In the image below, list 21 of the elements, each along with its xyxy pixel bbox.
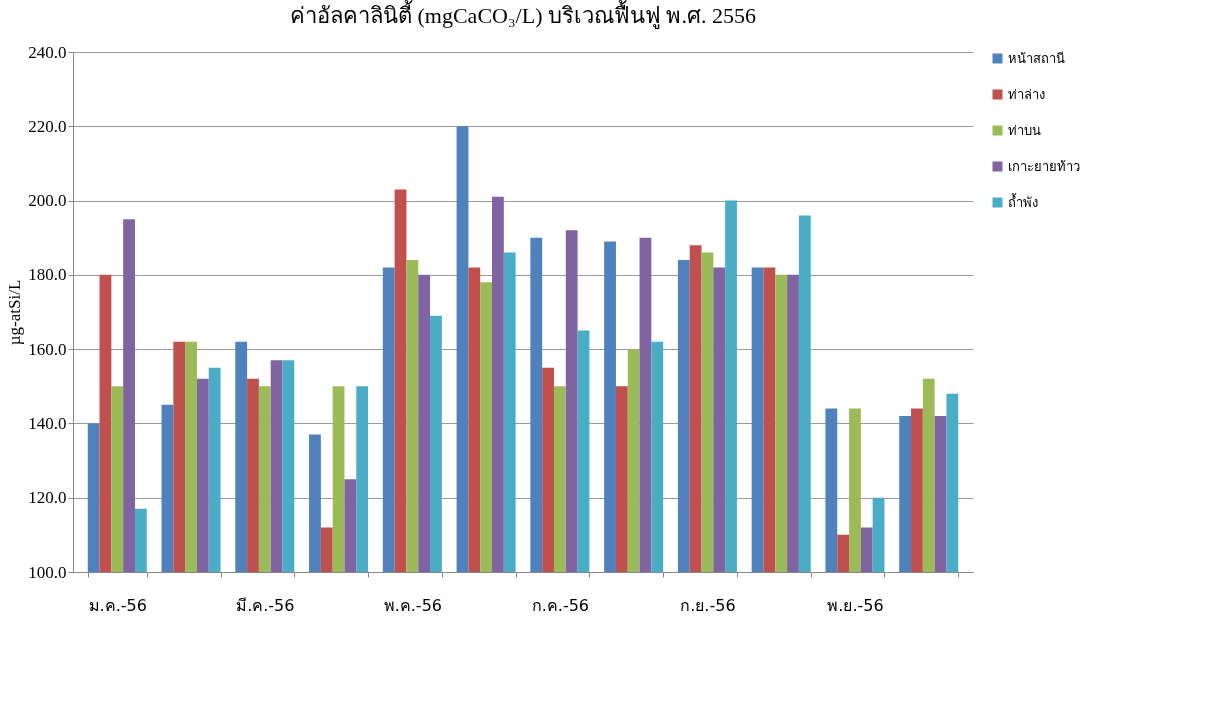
y-tick-label: 180.0 (28, 265, 67, 285)
x-tick-label: พ.ย.-56 (827, 595, 884, 615)
y-tick-label: 160.0 (28, 339, 67, 359)
legend-label: หน้าสถานี (1008, 50, 1065, 66)
x-tick-label: มี.ค.-56 (236, 595, 295, 615)
x-tick-label: ม.ค.-56 (88, 595, 147, 615)
legend-label: เกาะยายท้าว (1008, 158, 1080, 174)
y-tick-label: 200.0 (28, 191, 67, 211)
y-axis-title: µg-atSi/L (5, 279, 25, 346)
y-tick-label: 140.0 (28, 413, 67, 433)
chart-title: ค่าอัลคาลินิตี้ (mgCaCO₃/L) บริเวณฟื้นฟู พ.ศ. 2556 (290, 0, 756, 29)
y-tick-label: 100.0 (28, 562, 67, 582)
x-tick-label: พ.ค.-56 (383, 595, 442, 615)
y-tick-label: 120.0 (28, 488, 67, 508)
legend-label: ท่าบน (1008, 122, 1041, 138)
legend-label: ถ้ำพัง (1008, 192, 1038, 210)
x-tick-label: ก.ค.-56 (531, 595, 590, 615)
x-tick-label: ก.ย.-56 (680, 595, 736, 615)
y-tick-label: 220.0 (28, 116, 67, 136)
y-tick-label: 240.0 (28, 42, 67, 62)
legend-label: ท่าล่าง (1008, 86, 1045, 102)
